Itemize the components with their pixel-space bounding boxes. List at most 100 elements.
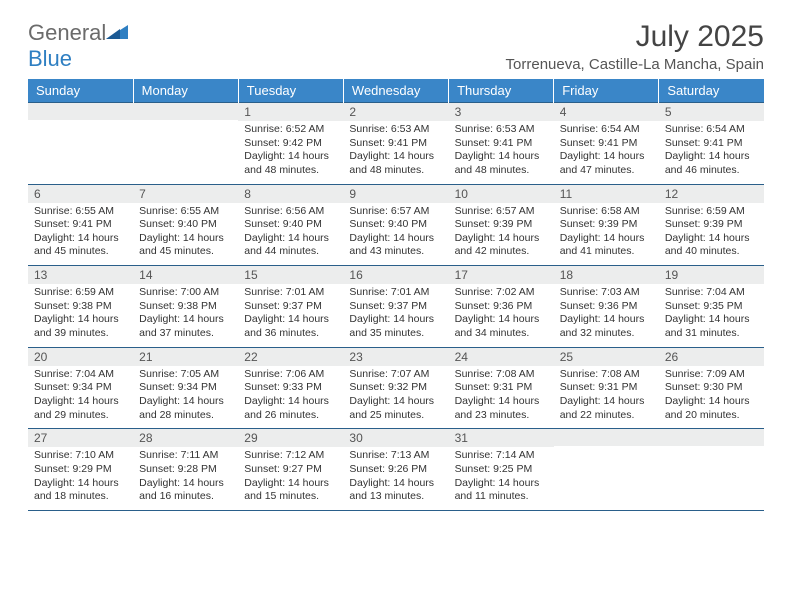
calendar-day-cell: 17Sunrise: 7:02 AMSunset: 9:36 PMDayligh… [449, 266, 554, 348]
day-data: Sunrise: 7:03 AMSunset: 9:36 PMDaylight:… [554, 284, 659, 347]
calendar-header-cell: Friday [554, 79, 659, 103]
day-number: 19 [659, 266, 764, 284]
day-number: 27 [28, 429, 133, 447]
day-data: Sunrise: 7:07 AMSunset: 9:32 PMDaylight:… [343, 366, 448, 429]
calendar-day-cell: 21Sunrise: 7:05 AMSunset: 9:34 PMDayligh… [133, 347, 238, 429]
day-number: 24 [449, 348, 554, 366]
calendar-day-cell: 4Sunrise: 6:54 AMSunset: 9:41 PMDaylight… [554, 103, 659, 185]
day-data: Sunrise: 7:08 AMSunset: 9:31 PMDaylight:… [554, 366, 659, 429]
day-data [133, 120, 238, 178]
calendar-day-cell: 12Sunrise: 6:59 AMSunset: 9:39 PMDayligh… [659, 184, 764, 266]
calendar-day-cell: 14Sunrise: 7:00 AMSunset: 9:38 PMDayligh… [133, 266, 238, 348]
day-number [133, 103, 238, 120]
calendar-body: 1Sunrise: 6:52 AMSunset: 9:42 PMDaylight… [28, 103, 764, 511]
day-data: Sunrise: 7:08 AMSunset: 9:31 PMDaylight:… [449, 366, 554, 429]
day-number: 28 [133, 429, 238, 447]
day-number: 31 [449, 429, 554, 447]
header: General Blue July 2025 Torrenueva, Casti… [28, 20, 764, 73]
day-data: Sunrise: 6:52 AMSunset: 9:42 PMDaylight:… [238, 121, 343, 184]
calendar-day-cell: 20Sunrise: 7:04 AMSunset: 9:34 PMDayligh… [28, 347, 133, 429]
calendar-day-cell: 27Sunrise: 7:10 AMSunset: 9:29 PMDayligh… [28, 429, 133, 511]
day-number: 7 [133, 185, 238, 203]
day-number: 9 [343, 185, 448, 203]
logo: General Blue [28, 20, 128, 72]
day-number: 2 [343, 103, 448, 121]
day-data: Sunrise: 7:14 AMSunset: 9:25 PMDaylight:… [449, 447, 554, 510]
calendar-day-cell: 24Sunrise: 7:08 AMSunset: 9:31 PMDayligh… [449, 347, 554, 429]
calendar-day-cell: 26Sunrise: 7:09 AMSunset: 9:30 PMDayligh… [659, 347, 764, 429]
calendar-header-cell: Thursday [449, 79, 554, 103]
day-number: 6 [28, 185, 133, 203]
day-number [28, 103, 133, 120]
day-number [554, 429, 659, 446]
calendar-day-cell: 28Sunrise: 7:11 AMSunset: 9:28 PMDayligh… [133, 429, 238, 511]
day-data: Sunrise: 7:04 AMSunset: 9:34 PMDaylight:… [28, 366, 133, 429]
day-data [659, 446, 764, 504]
day-data: Sunrise: 7:13 AMSunset: 9:26 PMDaylight:… [343, 447, 448, 510]
day-data: Sunrise: 7:05 AMSunset: 9:34 PMDaylight:… [133, 366, 238, 429]
page-title: July 2025 [506, 20, 764, 54]
day-number: 26 [659, 348, 764, 366]
day-data: Sunrise: 7:01 AMSunset: 9:37 PMDaylight:… [343, 284, 448, 347]
day-number: 18 [554, 266, 659, 284]
logo-triangle-icon [106, 20, 128, 38]
day-number: 3 [449, 103, 554, 121]
calendar-day-cell: 8Sunrise: 6:56 AMSunset: 9:40 PMDaylight… [238, 184, 343, 266]
calendar-day-cell: 23Sunrise: 7:07 AMSunset: 9:32 PMDayligh… [343, 347, 448, 429]
day-number: 14 [133, 266, 238, 284]
day-data: Sunrise: 6:55 AMSunset: 9:40 PMDaylight:… [133, 203, 238, 266]
calendar-day-cell: 25Sunrise: 7:08 AMSunset: 9:31 PMDayligh… [554, 347, 659, 429]
day-number: 13 [28, 266, 133, 284]
day-data: Sunrise: 6:54 AMSunset: 9:41 PMDaylight:… [554, 121, 659, 184]
day-data: Sunrise: 6:57 AMSunset: 9:39 PMDaylight:… [449, 203, 554, 266]
day-number: 8 [238, 185, 343, 203]
calendar-day-cell: 11Sunrise: 6:58 AMSunset: 9:39 PMDayligh… [554, 184, 659, 266]
calendar-table: SundayMondayTuesdayWednesdayThursdayFrid… [28, 79, 764, 511]
calendar-header-row: SundayMondayTuesdayWednesdayThursdayFrid… [28, 79, 764, 103]
calendar-day-cell: 3Sunrise: 6:53 AMSunset: 9:41 PMDaylight… [449, 103, 554, 185]
calendar-week-row: 20Sunrise: 7:04 AMSunset: 9:34 PMDayligh… [28, 347, 764, 429]
day-data: Sunrise: 6:55 AMSunset: 9:41 PMDaylight:… [28, 203, 133, 266]
calendar-day-cell: 29Sunrise: 7:12 AMSunset: 9:27 PMDayligh… [238, 429, 343, 511]
day-data: Sunrise: 7:11 AMSunset: 9:28 PMDaylight:… [133, 447, 238, 510]
day-number: 29 [238, 429, 343, 447]
day-number: 22 [238, 348, 343, 366]
day-data: Sunrise: 7:00 AMSunset: 9:38 PMDaylight:… [133, 284, 238, 347]
calendar-week-row: 13Sunrise: 6:59 AMSunset: 9:38 PMDayligh… [28, 266, 764, 348]
day-data: Sunrise: 6:57 AMSunset: 9:40 PMDaylight:… [343, 203, 448, 266]
calendar-day-cell [133, 103, 238, 185]
day-number: 21 [133, 348, 238, 366]
calendar-week-row: 1Sunrise: 6:52 AMSunset: 9:42 PMDaylight… [28, 103, 764, 185]
day-data [28, 120, 133, 178]
calendar-header-cell: Wednesday [343, 79, 448, 103]
day-data: Sunrise: 6:58 AMSunset: 9:39 PMDaylight:… [554, 203, 659, 266]
calendar-day-cell [554, 429, 659, 511]
calendar-day-cell: 5Sunrise: 6:54 AMSunset: 9:41 PMDaylight… [659, 103, 764, 185]
day-number: 10 [449, 185, 554, 203]
day-number: 15 [238, 266, 343, 284]
location-text: Torrenueva, Castille-La Mancha, Spain [506, 56, 764, 73]
day-data: Sunrise: 6:56 AMSunset: 9:40 PMDaylight:… [238, 203, 343, 266]
calendar-header-cell: Tuesday [238, 79, 343, 103]
day-data: Sunrise: 7:12 AMSunset: 9:27 PMDaylight:… [238, 447, 343, 510]
calendar-day-cell [28, 103, 133, 185]
logo-part2: Blue [28, 46, 72, 71]
calendar-day-cell [659, 429, 764, 511]
day-number: 1 [238, 103, 343, 121]
calendar-day-cell: 7Sunrise: 6:55 AMSunset: 9:40 PMDaylight… [133, 184, 238, 266]
calendar-header-cell: Sunday [28, 79, 133, 103]
day-data: Sunrise: 6:53 AMSunset: 9:41 PMDaylight:… [449, 121, 554, 184]
calendar-day-cell: 30Sunrise: 7:13 AMSunset: 9:26 PMDayligh… [343, 429, 448, 511]
day-data: Sunrise: 7:04 AMSunset: 9:35 PMDaylight:… [659, 284, 764, 347]
day-data: Sunrise: 6:59 AMSunset: 9:39 PMDaylight:… [659, 203, 764, 266]
day-data: Sunrise: 7:06 AMSunset: 9:33 PMDaylight:… [238, 366, 343, 429]
day-number: 16 [343, 266, 448, 284]
calendar-week-row: 27Sunrise: 7:10 AMSunset: 9:29 PMDayligh… [28, 429, 764, 511]
day-number: 12 [659, 185, 764, 203]
calendar-header-cell: Saturday [659, 79, 764, 103]
calendar-day-cell: 31Sunrise: 7:14 AMSunset: 9:25 PMDayligh… [449, 429, 554, 511]
day-number: 4 [554, 103, 659, 121]
day-data: Sunrise: 6:53 AMSunset: 9:41 PMDaylight:… [343, 121, 448, 184]
day-data: Sunrise: 7:10 AMSunset: 9:29 PMDaylight:… [28, 447, 133, 510]
day-number: 30 [343, 429, 448, 447]
